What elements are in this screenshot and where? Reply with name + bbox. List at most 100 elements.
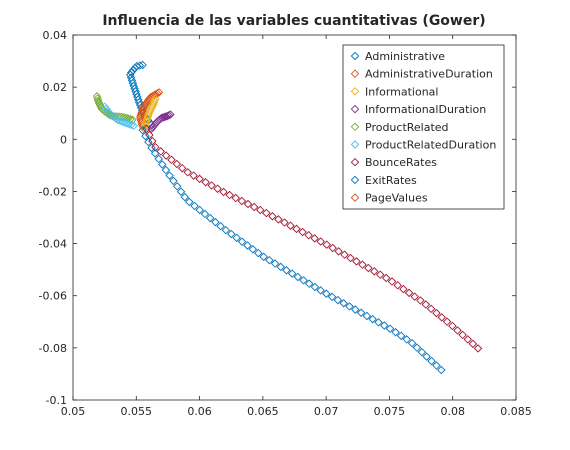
x-tick-label: 0.06	[187, 405, 212, 418]
data-point	[237, 237, 247, 246]
data-point	[402, 335, 411, 344]
data-point	[422, 352, 431, 361]
x-tick-label: 0.07	[314, 405, 339, 418]
data-point	[243, 199, 253, 209]
data-point	[100, 102, 109, 111]
legend-item: ProductRelated	[350, 121, 449, 134]
data-point	[339, 299, 348, 308]
series-InformationalDuration	[147, 110, 175, 134]
legend-marker	[350, 87, 360, 96]
y-tick-label: -0.04	[39, 238, 67, 251]
data-point	[158, 160, 167, 169]
data-point	[340, 250, 349, 259]
x-tick-label: 0.08	[440, 405, 465, 418]
data-point	[172, 182, 182, 191]
data-point	[158, 113, 168, 122]
legend-label: AdministrativeDuration	[365, 68, 493, 81]
data-point	[333, 295, 343, 305]
legend-marker	[350, 175, 360, 185]
legend-marker	[350, 140, 360, 149]
data-point	[380, 321, 389, 330]
data-point	[128, 66, 138, 75]
data-point	[211, 217, 220, 227]
data-point	[427, 356, 436, 366]
data-point	[322, 289, 331, 298]
legend-label: InformationalDuration	[365, 103, 486, 116]
data-point	[249, 202, 259, 212]
data-point	[189, 171, 198, 180]
data-point	[248, 245, 258, 254]
data-point	[453, 326, 462, 335]
data-point	[393, 281, 402, 290]
data-point	[305, 279, 314, 288]
data-point	[274, 215, 283, 224]
data-point	[410, 292, 419, 301]
data-point	[163, 111, 172, 121]
data-point	[362, 311, 372, 321]
data-point	[259, 252, 268, 262]
data-point	[374, 318, 383, 327]
y-tick-label: 0.04	[43, 29, 68, 42]
data-point	[124, 119, 134, 129]
x-tick-label: 0.05	[61, 405, 86, 418]
data-point	[407, 338, 417, 348]
data-point	[328, 243, 337, 253]
data-point	[183, 168, 192, 177]
data-point	[358, 260, 367, 269]
data-point	[463, 335, 473, 344]
data-point	[207, 181, 216, 190]
legend: Administrative AdministrativeDuration Info…	[342, 44, 505, 210]
data-point	[156, 147, 166, 156]
data-point	[180, 192, 190, 202]
data-point	[166, 110, 175, 119]
data-point	[352, 257, 361, 266]
data-point	[370, 267, 379, 276]
data-point	[368, 314, 377, 324]
data-point	[101, 104, 111, 113]
data-point	[216, 221, 225, 231]
legend-label: ExitRates	[365, 174, 417, 187]
data-point	[225, 190, 234, 200]
data-point	[157, 113, 166, 123]
data-point	[304, 230, 313, 240]
x-axis: 0.05 0.055 0.06 0.065 0.07 0.075 0.08 0.085	[61, 35, 532, 418]
data-point	[287, 269, 297, 278]
data-point	[127, 120, 136, 130]
series-BounceRates	[142, 124, 483, 353]
data-point	[200, 209, 210, 219]
data-point	[135, 61, 145, 70]
data-point	[164, 111, 174, 120]
x-tick-label: 0.065	[247, 405, 279, 418]
data-point	[345, 302, 354, 311]
data-point	[161, 165, 171, 175]
data-point	[172, 159, 182, 169]
data-point	[399, 284, 408, 294]
data-point	[334, 247, 343, 256]
legend-label: ProductRelated	[365, 121, 449, 134]
data-point	[298, 227, 307, 237]
data-point	[282, 266, 291, 275]
data-point	[144, 137, 153, 147]
y-tick-label: -0.1	[46, 394, 67, 407]
data-point	[118, 117, 127, 126]
data-point	[426, 304, 436, 314]
data-point	[169, 176, 178, 186]
series-ProductRelatedDuration	[100, 102, 138, 130]
data-point	[416, 296, 425, 305]
data-point	[421, 300, 431, 309]
data-point	[201, 177, 210, 187]
data-point	[165, 171, 174, 180]
legend-item: BounceRates	[350, 156, 437, 169]
data-point	[276, 262, 286, 272]
y-tick-label: 0	[60, 133, 67, 146]
data-point	[316, 286, 325, 295]
data-point	[146, 93, 155, 102]
data-point	[381, 273, 391, 283]
legend-marker	[350, 122, 360, 132]
plot-frame	[72, 34, 517, 401]
legend-item: InformationalDuration	[350, 103, 486, 116]
x-tick-label: 0.085	[500, 405, 532, 418]
data-point	[432, 308, 441, 318]
data-point	[167, 155, 176, 165]
legend-label: ProductRelatedDuration	[365, 139, 496, 152]
